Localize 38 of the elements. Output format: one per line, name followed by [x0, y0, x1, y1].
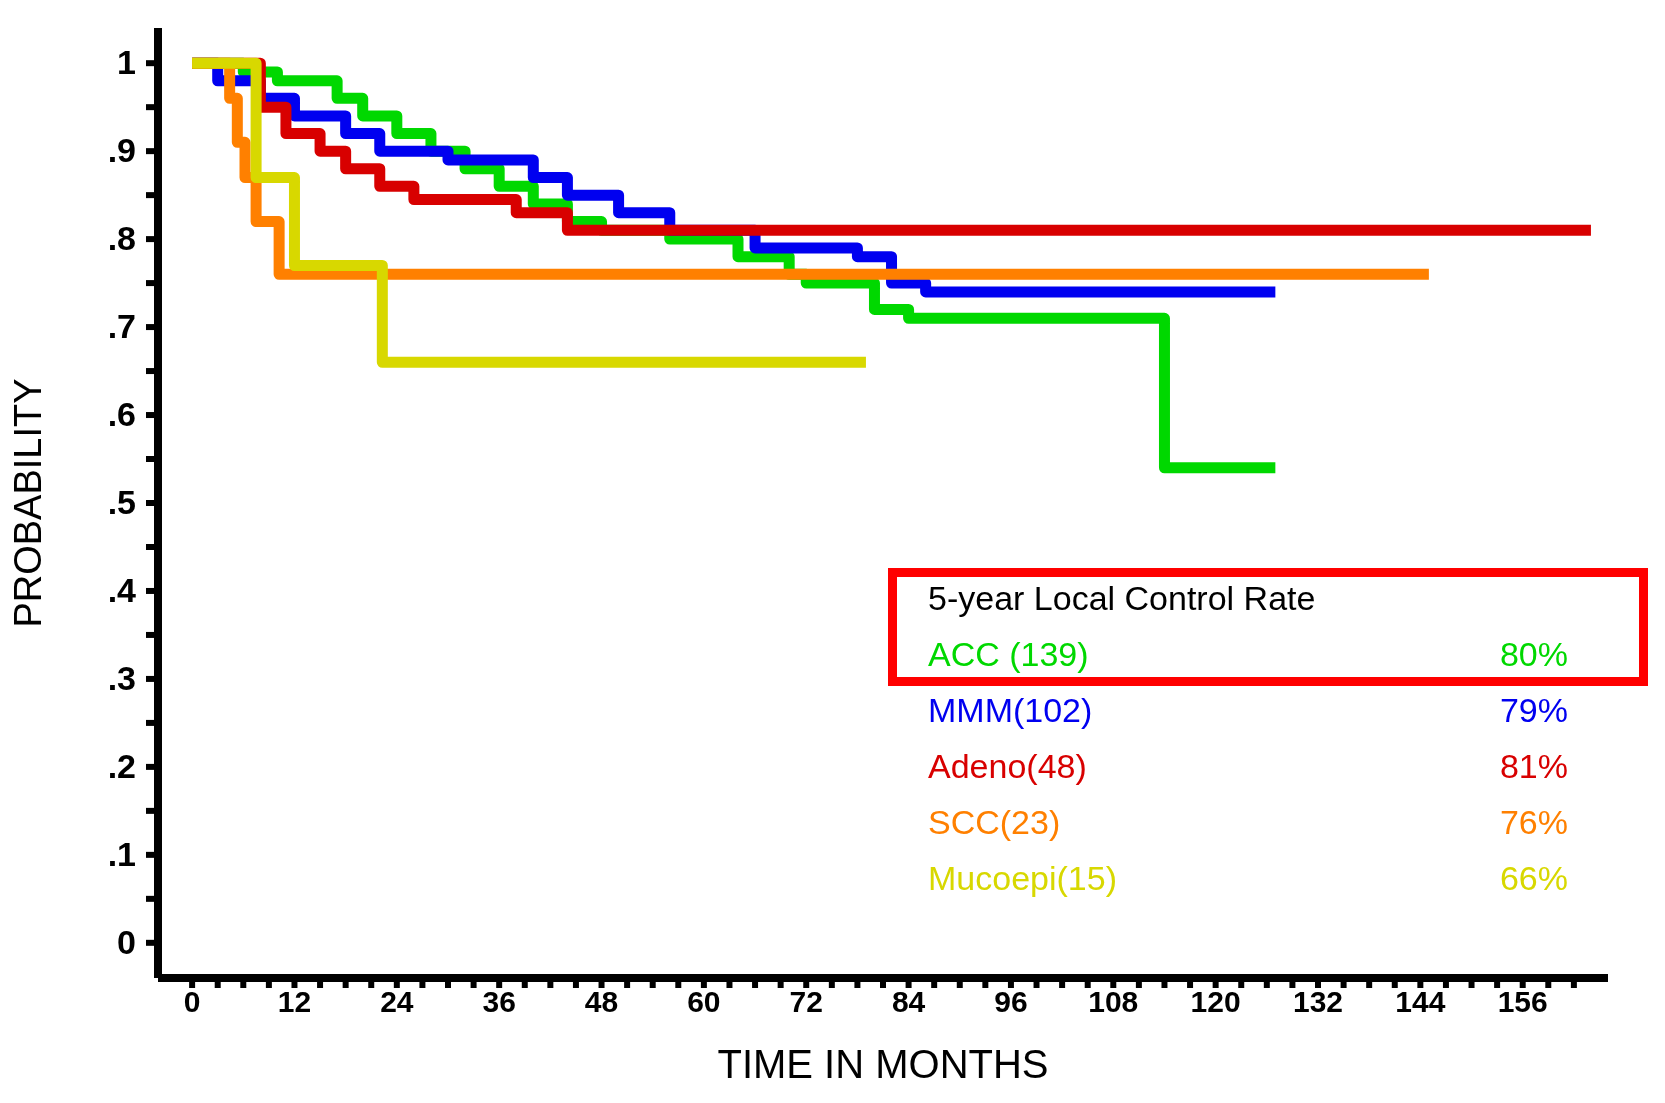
x-tick-label: 36 [482, 985, 516, 1018]
text: Adeno(48) [928, 746, 1087, 786]
text: SCC(23) [928, 802, 1061, 842]
x-tick-label: 120 [1190, 985, 1241, 1018]
y-tick-label: .4 [107, 570, 137, 609]
annotation: 76% [1499, 802, 1568, 842]
text: MMM(102) [928, 690, 1093, 730]
x-tick-label: 156 [1497, 985, 1548, 1018]
y-tick-label: 0 [117, 922, 136, 961]
y-axis-title: PROBABILITY [7, 378, 50, 628]
x-tick-label: 108 [1088, 985, 1139, 1018]
text: ACC (139) [928, 634, 1089, 674]
text: Mucoepi(15) [928, 858, 1117, 898]
y-tick-label: .5 [107, 483, 136, 521]
x-tick-label: 60 [687, 985, 721, 1018]
x-tick-label: 72 [789, 985, 823, 1018]
y-tick-label: .3 [107, 658, 136, 697]
annotation: 81% [1499, 746, 1568, 786]
x-tick-label: 132 [1292, 985, 1344, 1018]
x-tick-label: 12 [277, 985, 312, 1018]
annotation: 80% [1499, 634, 1568, 674]
y-tick-label: .2 [107, 746, 136, 785]
y-tick-label: .7 [107, 307, 136, 346]
x-tick-label: 84 [891, 985, 926, 1018]
y-tick-label: .9 [107, 131, 136, 170]
annotation: 66% [1499, 858, 1568, 898]
y-tick-label: .8 [107, 219, 136, 258]
x-tick-label: 48 [584, 985, 619, 1018]
y-tick-label: 1 [117, 43, 136, 82]
x-tick-label: 24 [380, 985, 414, 1018]
x-axis-title: TIME IN MONTHS [717, 1042, 1049, 1086]
x-tick-label: 96 [994, 985, 1028, 1018]
legend-title: 5-year Local Control Rate [928, 578, 1317, 618]
x-tick-label: 0 [183, 985, 201, 1018]
y-tick-label: .6 [107, 395, 136, 434]
annotation: 79% [1499, 690, 1568, 730]
x-tick-label: 144 [1395, 985, 1446, 1018]
y-tick-label: .1 [107, 834, 136, 873]
